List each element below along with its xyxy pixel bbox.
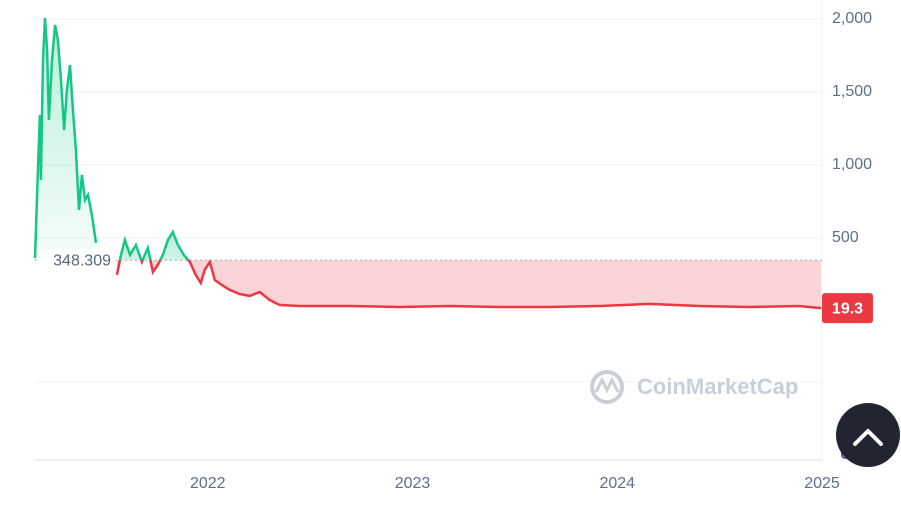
x-tick-label: 2025 xyxy=(804,475,840,492)
current-price-label: 19.3 xyxy=(832,300,863,317)
plot: 500 1,000 1,500 2,000 2022 2023 2024 2025 19.3 34… xyxy=(33,10,873,492)
x-tick-label: 2024 xyxy=(599,475,635,492)
watermark: CoinMarketCap xyxy=(590,370,798,404)
area-up xyxy=(119,232,189,261)
y-tick-label: 2,000 xyxy=(832,10,872,27)
baseline-label-bg xyxy=(40,249,116,272)
line-down xyxy=(115,260,822,310)
line-up xyxy=(33,17,98,259)
scroll-top-button[interactable] xyxy=(836,403,900,467)
watermark-logo-mark xyxy=(594,376,620,394)
watermark-text: CoinMarketCap xyxy=(637,374,798,399)
x-tick-label: 2023 xyxy=(395,475,431,492)
watermark-logo xyxy=(590,370,624,404)
current-price-tag xyxy=(822,293,873,324)
area-down xyxy=(116,260,821,309)
x-tick-label: 2022 xyxy=(190,475,226,492)
scroll-top-icon[interactable] xyxy=(853,429,883,446)
y-tick-label: 1,500 xyxy=(832,83,872,100)
y-tick-label: 1,000 xyxy=(832,156,872,173)
baseline-label: 348.309 xyxy=(53,252,111,269)
y-tick-label: 500 xyxy=(832,229,859,246)
line-up xyxy=(118,229,211,261)
scroll-top-circle[interactable] xyxy=(836,403,900,467)
